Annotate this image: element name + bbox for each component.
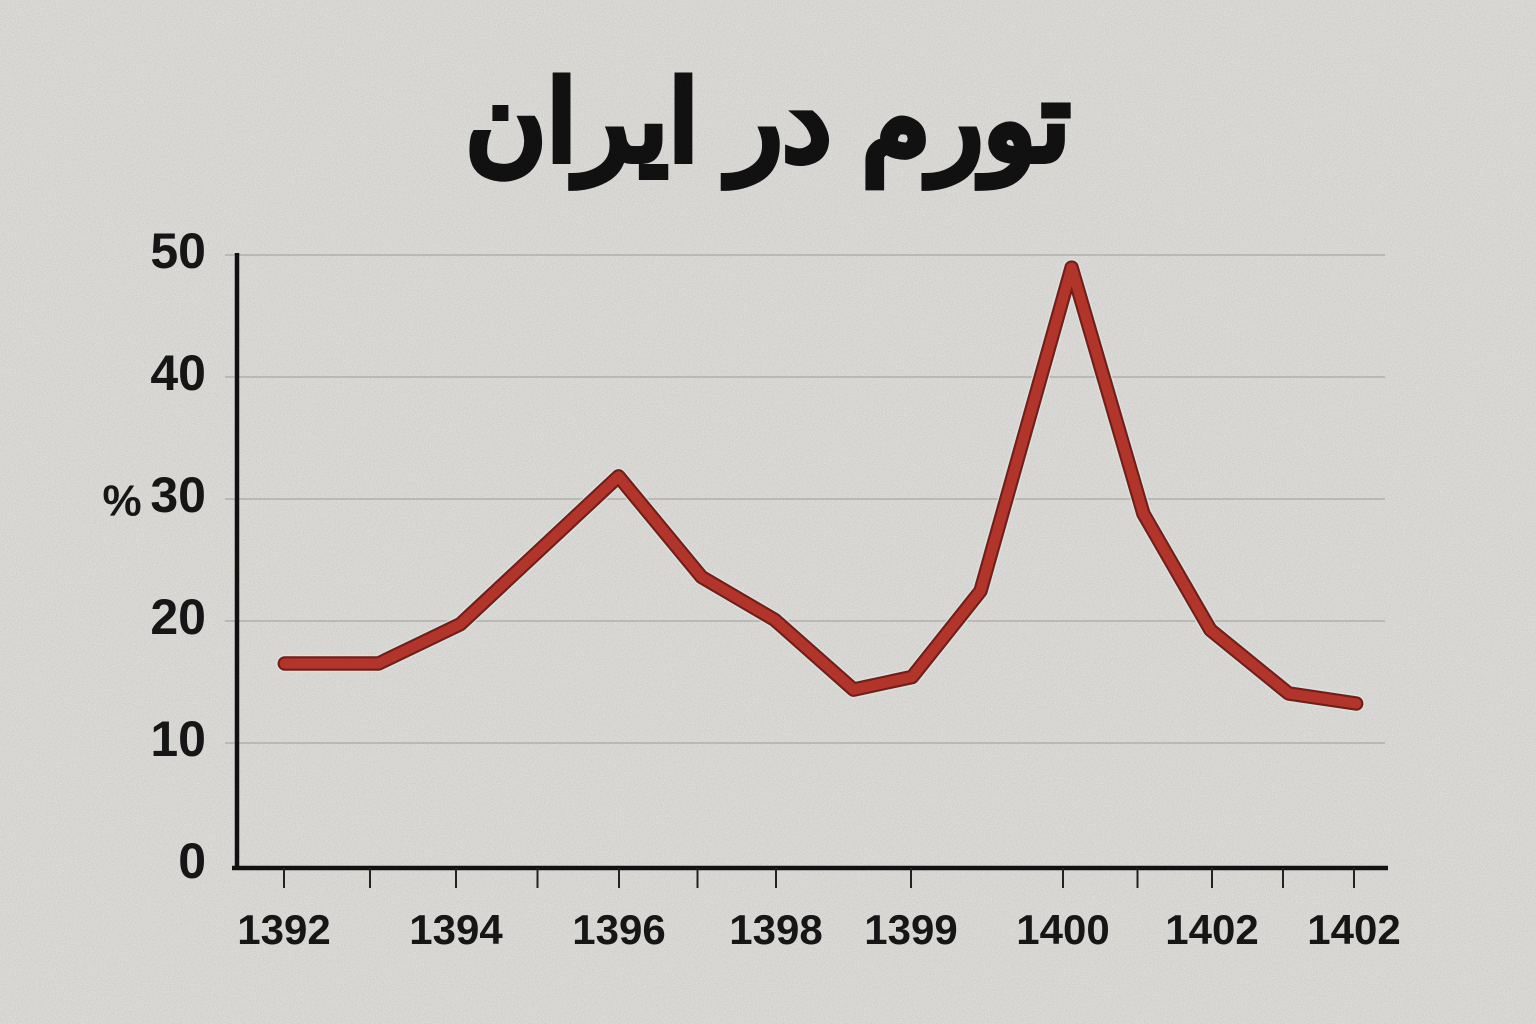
- svg-text:1400: 1400: [1016, 906, 1109, 953]
- svg-text:1398: 1398: [729, 906, 822, 953]
- svg-text:1394: 1394: [409, 906, 503, 953]
- svg-text:30: 30: [150, 467, 206, 523]
- svg-text:%: %: [102, 477, 141, 526]
- svg-text:0: 0: [178, 833, 206, 889]
- svg-text:20: 20: [150, 589, 206, 645]
- svg-text:40: 40: [150, 345, 206, 401]
- svg-text:1392: 1392: [237, 906, 330, 953]
- svg-text:50: 50: [150, 223, 206, 279]
- svg-text:1399: 1399: [864, 906, 957, 953]
- svg-text:1402: 1402: [1307, 906, 1400, 953]
- svg-text:1402: 1402: [1165, 906, 1258, 953]
- svg-text:10: 10: [150, 711, 206, 767]
- svg-text:1396: 1396: [572, 906, 665, 953]
